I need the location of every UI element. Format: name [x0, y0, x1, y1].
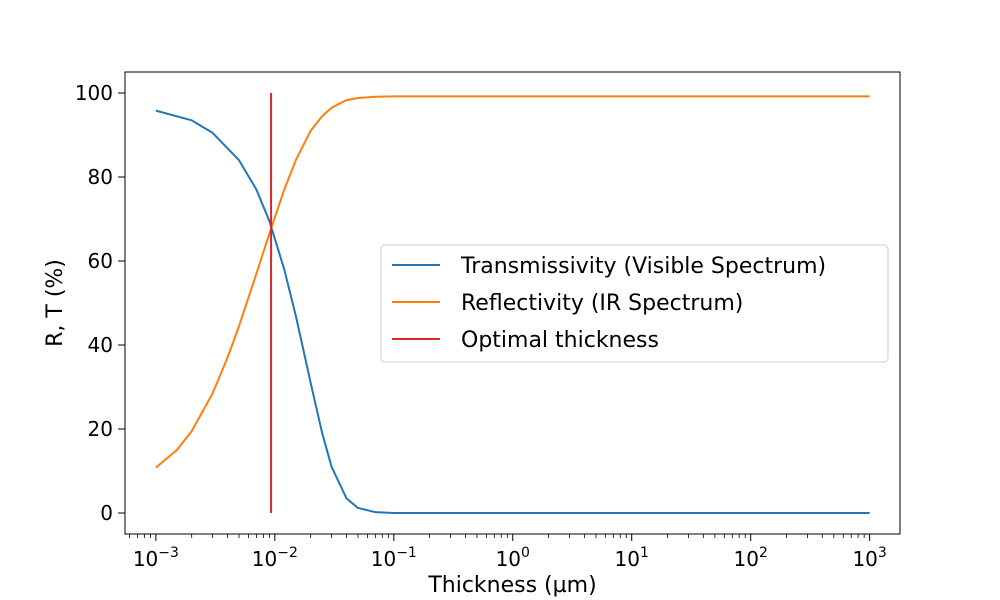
- y-tick-label: 100: [75, 81, 113, 105]
- series-line-1: [155, 95, 870, 469]
- y-tick-label: 40: [88, 333, 113, 357]
- x-tick-label: 100: [496, 545, 530, 571]
- y-tick-label: 20: [88, 417, 113, 441]
- y-tick-label: 0: [100, 501, 113, 525]
- y-tick-label: 60: [88, 249, 113, 273]
- legend-label-1: Reflectivity (IR Spectrum): [461, 291, 743, 316]
- x-tick-label: 10−3: [133, 545, 179, 571]
- legend-frame: [380, 244, 889, 363]
- y-axis: 0 20 40 60 80 100: [75, 81, 125, 525]
- x-tick-label: 103: [852, 545, 886, 571]
- x-tick-label: 101: [615, 545, 649, 571]
- x-tick-label: 102: [733, 545, 767, 571]
- series-layer: [155, 93, 870, 514]
- legend-label-0: Transmissivity (Visible Spectrum): [460, 254, 826, 279]
- series-line-0: [155, 109, 870, 514]
- x-axis-label: Thickness (µm): [427, 573, 596, 598]
- legend: Transmissivity (Visible Spectrum) Reflect…: [380, 244, 889, 363]
- legend-label-2: Optimal thickness: [461, 328, 659, 353]
- x-tick-label: 10−1: [371, 545, 417, 571]
- x-tick-label: 10−2: [252, 545, 298, 571]
- x-axis: 10−3 10−2 10−1 100 101 102 103: [129, 534, 887, 571]
- y-tick-label: 80: [88, 165, 113, 189]
- y-axis-label: R, T (%): [43, 259, 68, 347]
